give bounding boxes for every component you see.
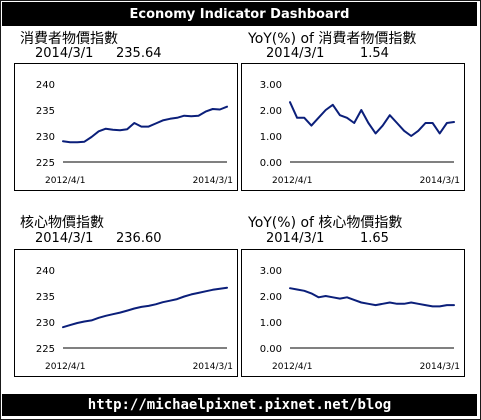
- y-tick-label: 1.00: [260, 318, 282, 329]
- y-tick-label: 235: [36, 292, 55, 303]
- latest-date: 2014/3/1: [35, 46, 94, 61]
- y-tick-label: 240: [36, 266, 55, 277]
- x-tick-label-start: 2012/4/1: [45, 176, 85, 186]
- y-tick-label: 3.00: [260, 266, 282, 277]
- panel-title: YoY(%) of 消費者物價指數: [248, 31, 417, 47]
- chart-svg: 240 235 230 225 2012/4/1 2014/3/1: [36, 80, 233, 186]
- x-tick-label-end: 2014/3/1: [420, 176, 460, 186]
- y-tick-label: 2.00: [260, 106, 282, 117]
- y-tick-label: 225: [36, 344, 55, 355]
- chart-panel-cpi: 240 235 230 225 2012/4/1 2014/3/1: [14, 63, 238, 191]
- chart-panel-cpi-yoy: 3.00 2.00 1.00 0.00 2012/4/1 2014/3/1: [241, 63, 465, 191]
- x-tick-label-start: 2012/4/1: [272, 176, 312, 186]
- panel-title: 消費者物價指數: [20, 31, 118, 47]
- latest-value: 1.65: [360, 231, 389, 246]
- y-tick-label: 2.00: [260, 292, 282, 303]
- series-line: [62, 286, 228, 329]
- panel-title: YoY(%) of 核心物價指數: [248, 215, 403, 231]
- y-tick-label: 235: [36, 106, 55, 117]
- latest-date: 2014/3/1: [35, 231, 94, 246]
- chart-svg: 3.00 2.00 1.00 0.00 2012/4/1 2014/3/1: [260, 80, 460, 186]
- y-tick-label: 230: [36, 318, 55, 329]
- y-tick-label: 1.00: [260, 132, 282, 143]
- chart-svg: 240 235 230 225 2012/4/1 2014/3/1: [36, 266, 233, 372]
- x-tick-label-end: 2014/3/1: [420, 362, 460, 372]
- y-tick-label: 3.00: [260, 80, 282, 91]
- y-tick-label: 230: [36, 132, 55, 143]
- x-tick-label-start: 2012/4/1: [45, 362, 85, 372]
- series-line: [289, 287, 455, 308]
- chart-panel-core-cpi-yoy: 3.00 2.00 1.00 0.00 2012/4/1 2014/3/1: [241, 249, 465, 377]
- footer-url[interactable]: http://michaelpixnet.pixnet.net/blog: [2, 394, 477, 416]
- series-line: [289, 101, 455, 137]
- latest-value: 1.54: [360, 46, 389, 61]
- y-tick-label: 0.00: [260, 344, 282, 355]
- chart-svg: 3.00 2.00 1.00 0.00 2012/4/1 2014/3/1: [260, 266, 460, 372]
- chart-panel-core-cpi: 240 235 230 225 2012/4/1 2014/3/1: [14, 249, 238, 377]
- x-tick-label-end: 2014/3/1: [193, 362, 233, 372]
- latest-date: 2014/3/1: [266, 46, 325, 61]
- series-line: [62, 105, 228, 144]
- y-tick-label: 0.00: [260, 158, 282, 169]
- x-tick-label-start: 2012/4/1: [272, 362, 312, 372]
- x-tick-label-end: 2014/3/1: [193, 176, 233, 186]
- latest-date: 2014/3/1: [266, 231, 325, 246]
- y-tick-label: 240: [36, 80, 55, 91]
- y-tick-label: 225: [36, 158, 55, 169]
- latest-value: 236.60: [116, 231, 162, 246]
- latest-value: 235.64: [116, 46, 162, 61]
- panel-title: 核心物價指數: [20, 215, 104, 231]
- dashboard-title: Economy Indicator Dashboard: [2, 2, 477, 26]
